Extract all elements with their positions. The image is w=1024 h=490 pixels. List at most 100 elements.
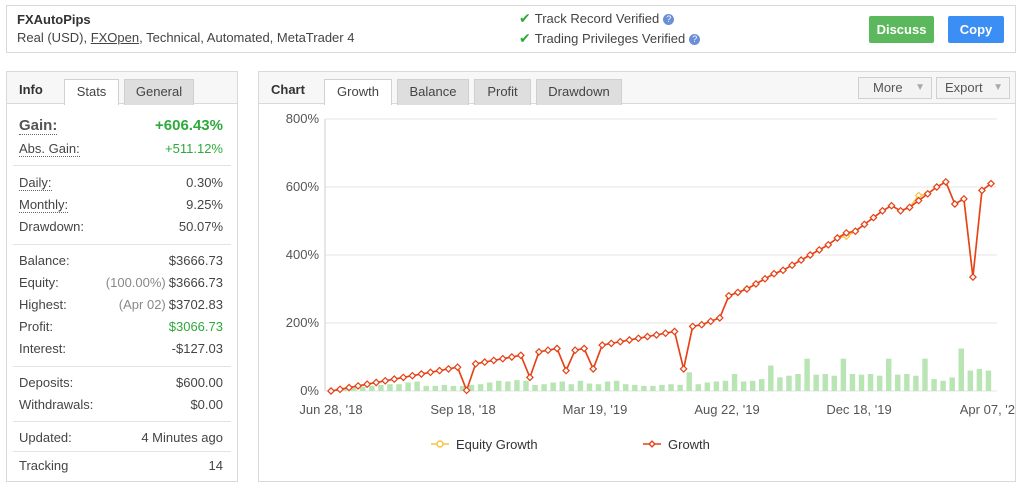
volume-bar	[514, 380, 520, 391]
info-tabbar: Info Stats General	[7, 72, 237, 105]
check-icon: ✔	[519, 30, 531, 46]
volume-bar	[613, 380, 620, 391]
updated-value: 4 Minutes ago	[141, 430, 223, 445]
monthly-label[interactable]: Monthly:	[19, 197, 69, 213]
volume-bar	[967, 370, 974, 391]
help-icon[interactable]: ?	[689, 34, 701, 45]
y-tick-label: 600%	[286, 179, 320, 194]
track-record-verified: ✔ Track Record Verified?	[519, 10, 675, 27]
volume-bar	[559, 381, 565, 391]
broker-link[interactable]: FXOpen	[90, 30, 140, 45]
volume-bar	[387, 384, 393, 391]
growth-point	[426, 368, 435, 377]
growth-point	[806, 251, 815, 259]
growth-point	[417, 370, 426, 378]
tab-growth[interactable]: Growth	[324, 79, 392, 105]
volume-bar	[532, 384, 538, 391]
help-icon[interactable]: ?	[663, 14, 675, 25]
growth-chart[interactable]: 0% 200% 400% 600% 800% Jun 28, '18 Sep 18, '18…	[259, 105, 1015, 481]
tab-stats[interactable]: Stats	[64, 79, 119, 105]
tab-general[interactable]: General	[124, 79, 194, 105]
growth-point	[733, 288, 742, 297]
legend-equity-growth-label: Equity Growth	[456, 437, 538, 452]
volume-bar	[976, 368, 983, 391]
daily-label[interactable]: Daily:	[19, 175, 52, 191]
divider	[13, 451, 231, 452]
growth-point	[598, 341, 607, 350]
abs-gain-label[interactable]: Abs. Gain:	[19, 141, 80, 157]
balance-label: Balance:	[19, 253, 70, 268]
y-tick-label: 200%	[286, 315, 320, 330]
legend-growth-label: Growth	[668, 437, 710, 452]
check-icon: ✔	[519, 10, 531, 26]
y-tick-label: 800%	[286, 111, 320, 126]
tracking-row: Tracking 14	[19, 458, 223, 478]
tab-profit[interactable]: Profit	[474, 79, 531, 105]
tab-drawdown[interactable]: Drawdown	[536, 79, 622, 105]
volume-bar	[369, 385, 375, 391]
volume-bar	[677, 384, 683, 391]
growth-point	[643, 332, 652, 341]
growth-point	[761, 274, 769, 283]
growth-point	[977, 186, 986, 195]
volume-bar	[650, 385, 656, 391]
volume-bar	[505, 381, 511, 391]
volume-bar	[623, 384, 629, 391]
withdrawals-value: $0.00	[190, 397, 223, 412]
track-record-label: Track Record Verified	[534, 11, 660, 26]
trading-privileges-label: Trading Privileges Verified	[534, 31, 686, 46]
more-dropdown[interactable]: More ▼	[858, 77, 932, 99]
abs-gain-row: Abs. Gain: +511.12%	[19, 141, 223, 161]
volume-bar	[876, 375, 883, 391]
volume-bar	[895, 374, 901, 391]
growth-point	[534, 347, 543, 356]
volume-bar	[786, 375, 792, 391]
equity-growth-point	[914, 191, 923, 200]
growth-point	[941, 177, 950, 186]
account-header: FXAutoPips Real (USD), FXOpen, Technical…	[6, 5, 1016, 53]
gain-label[interactable]: Gain:	[19, 117, 58, 135]
tab-balance[interactable]: Balance	[397, 79, 469, 105]
x-tick-label: Dec 18, '19	[826, 402, 891, 417]
discuss-button[interactable]: Discuss	[869, 16, 934, 43]
updated-row: Updated: 4 Minutes ago	[19, 430, 223, 450]
info-title: Info	[19, 82, 43, 97]
volume-bar	[713, 381, 720, 391]
growth-point	[887, 201, 896, 210]
export-label: Export	[945, 80, 983, 95]
growth-point	[336, 385, 345, 394]
account-meta: Real (USD), FXOpen, Technical, Automated…	[17, 30, 354, 45]
growth-point	[670, 327, 679, 336]
volume-bar	[922, 358, 928, 391]
gain-row: Gain: +606.43%	[19, 117, 223, 137]
info-panel: Info Stats General Gain: +606.43% Abs. G…	[6, 71, 238, 482]
volume-bar	[686, 372, 692, 391]
chart-tabbar: Chart Growth Balance Profit Drawdown Mor…	[259, 72, 1015, 105]
growth-point	[797, 256, 806, 265]
growth-point	[770, 269, 778, 278]
account-name: FXAutoPips	[17, 12, 91, 27]
growth-point	[327, 387, 335, 395]
copy-button[interactable]: Copy	[948, 16, 1004, 43]
monthly-value: 9.25%	[186, 197, 223, 212]
volume-bar	[858, 374, 865, 391]
chevron-down-icon: ▼	[993, 82, 1003, 93]
growth-point	[652, 330, 661, 339]
growth-point	[788, 261, 797, 270]
growth-point	[480, 358, 489, 367]
export-dropdown[interactable]: Export ▼	[936, 77, 1010, 99]
legend-equity-growth-marker	[436, 440, 444, 448]
growth-point	[715, 313, 724, 322]
volume-bar	[849, 374, 856, 391]
growth-point	[914, 196, 923, 205]
chart-panel: Chart Growth Balance Profit Drawdown Mor…	[258, 71, 1016, 482]
volume-bar	[931, 379, 937, 391]
more-label: More	[873, 80, 903, 95]
volume-bar	[822, 374, 828, 391]
withdrawals-label: Withdrawals:	[19, 397, 94, 412]
growth-point	[544, 346, 552, 355]
growth-point	[869, 213, 878, 222]
volume-bar	[722, 380, 729, 391]
volume-bar	[477, 384, 484, 391]
monthly-row: Monthly: 9.25%	[19, 197, 223, 217]
